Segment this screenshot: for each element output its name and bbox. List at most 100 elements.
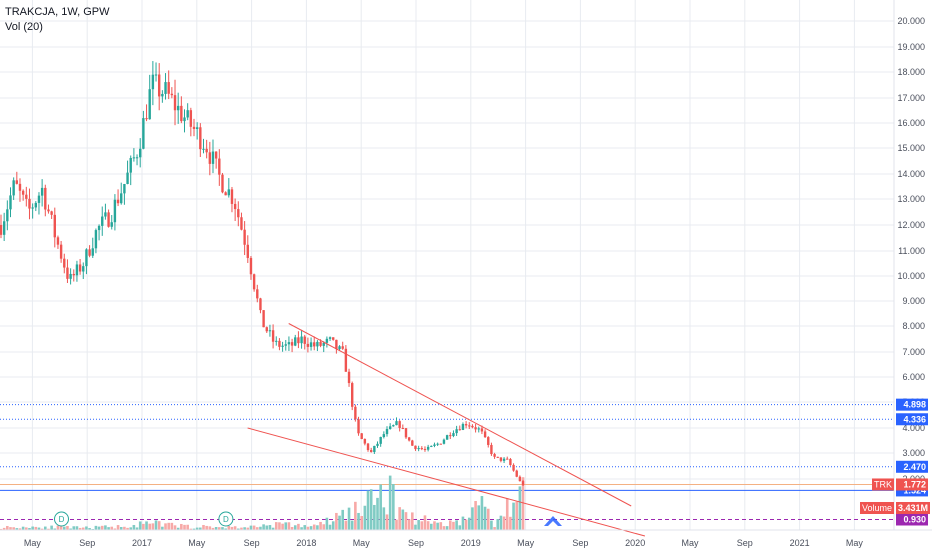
volume-bar — [274, 522, 278, 530]
volume-bar — [417, 519, 420, 530]
price-tick-label: 10.000 — [897, 271, 925, 281]
volume-bar — [40, 528, 44, 530]
candle-body — [490, 444, 493, 455]
candle-body — [189, 110, 193, 127]
volume-bar — [382, 507, 386, 530]
level-price-tag — [896, 460, 928, 473]
volume-bar — [21, 526, 25, 530]
arrow-up-icon — [544, 516, 562, 526]
candle-body — [256, 289, 259, 299]
level-price-tag — [896, 413, 928, 426]
volume-bar — [452, 521, 455, 530]
candle-body — [208, 152, 212, 164]
candle-body — [151, 74, 155, 90]
candle-body — [237, 209, 240, 218]
volume-bar — [88, 528, 91, 530]
volume-bar — [360, 516, 363, 530]
candle-body — [9, 195, 12, 210]
volume-bar — [518, 486, 522, 530]
volume-bar — [214, 527, 218, 530]
candle-body — [176, 105, 180, 111]
candle-body — [37, 195, 41, 203]
volume-bar — [110, 526, 114, 530]
candle-body — [82, 266, 85, 272]
volume-bar — [471, 507, 474, 530]
volume-bar — [455, 520, 458, 530]
candle-body — [449, 435, 452, 437]
candle-body — [249, 257, 253, 275]
candle-body — [205, 148, 208, 153]
volume-bar — [233, 526, 237, 530]
volume-bar — [395, 519, 398, 530]
candle-body — [420, 448, 424, 450]
volume-bar — [85, 526, 88, 530]
candle-body — [455, 429, 458, 434]
volume-bar — [230, 526, 234, 530]
volume-bar — [426, 521, 430, 530]
chart-grid — [0, 0, 894, 530]
candle-body — [275, 340, 278, 342]
volume-bar — [18, 528, 22, 530]
volume-bar — [227, 525, 231, 530]
volume-bar — [224, 528, 227, 530]
volume-bar — [474, 501, 477, 530]
volume-bar — [161, 526, 164, 530]
last-price-tag-label: 1.772 — [903, 479, 926, 489]
candle-body — [284, 344, 287, 346]
candle-body — [328, 337, 332, 339]
candle-body — [56, 237, 60, 245]
volume-bar — [157, 521, 161, 530]
candle-body — [480, 428, 484, 432]
volume-bar — [0, 528, 3, 530]
candle-body — [430, 445, 433, 447]
volume-bar — [138, 521, 142, 530]
volume-bar — [53, 528, 57, 530]
volume-bar — [66, 526, 69, 530]
candle-body — [417, 448, 420, 450]
candle-body — [392, 425, 395, 427]
volume-indicator-label[interactable]: Vol (20) — [5, 21, 43, 33]
candle-body — [72, 273, 75, 276]
symbol-title[interactable]: TRAKCJA, 1W, GPW — [5, 6, 110, 18]
volume-bar — [325, 517, 329, 530]
candle-body — [518, 476, 522, 482]
volume-bar — [316, 525, 319, 530]
volume-bar — [335, 512, 338, 530]
time-tick-label: May — [353, 538, 371, 548]
volume-bar — [116, 525, 120, 530]
time-tick-label: May — [24, 538, 42, 548]
candle-body — [379, 437, 382, 444]
candle-body — [63, 258, 66, 268]
price-tick-label: 9.000 — [902, 296, 925, 306]
horizontal-levels — [0, 404, 894, 520]
candle-body — [436, 443, 439, 445]
volume-bar — [268, 525, 272, 530]
candle-body — [199, 127, 202, 150]
candle-body — [363, 439, 367, 444]
symbol-name-tag-label: TRK — [874, 479, 892, 489]
volume-bar — [56, 525, 60, 530]
candle-body — [135, 157, 139, 159]
candle-body — [21, 190, 25, 195]
volume-bar — [236, 528, 240, 530]
level-price-tag-label: 2.470 — [903, 462, 926, 472]
candle-body — [313, 342, 316, 347]
time-tick-label: 2018 — [296, 538, 316, 548]
candle-body — [354, 406, 357, 420]
volume-bar — [407, 519, 411, 530]
volume-bar — [420, 521, 424, 530]
candle-body — [471, 425, 474, 428]
candle-body — [521, 481, 525, 486]
candle-body — [512, 464, 515, 471]
candle-body — [344, 348, 348, 372]
volume-bar — [445, 526, 449, 530]
candle-body — [398, 421, 401, 428]
candle-body — [468, 425, 471, 427]
candle-body — [50, 211, 53, 215]
volume-bar — [192, 528, 196, 530]
volume-bar — [34, 526, 38, 530]
volume-bar — [15, 528, 19, 530]
level-price-tag-label: 4.898 — [903, 400, 926, 410]
volume-bar — [344, 520, 348, 530]
